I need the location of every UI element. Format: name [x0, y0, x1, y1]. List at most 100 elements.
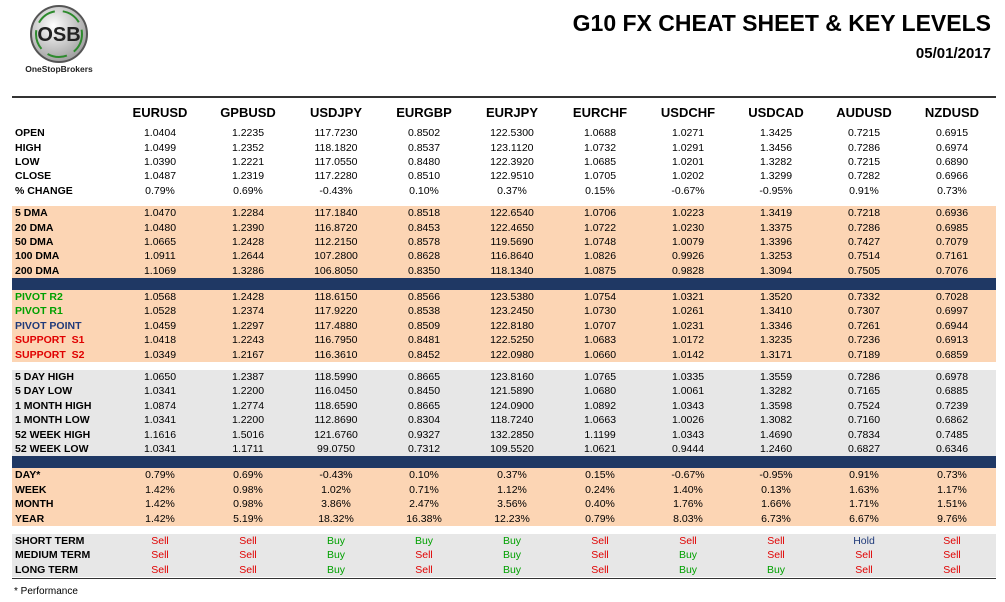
- cell: 112.2150: [314, 235, 358, 248]
- row-label: 52 WEEK LOW: [15, 443, 89, 455]
- cell: 1.1711: [232, 443, 264, 455]
- cell: Sell: [943, 549, 961, 562]
- row-label: % CHANGE: [15, 184, 73, 197]
- cell: 0.98%: [233, 498, 263, 511]
- cell: 124.0900: [490, 399, 534, 412]
- cell: 123.8160: [490, 371, 534, 384]
- cell: 1.3375: [759, 221, 793, 234]
- row-label: HIGH: [15, 141, 42, 154]
- cell: 0.10%: [409, 184, 439, 197]
- cell: Sell: [151, 534, 169, 547]
- row-label: WEEK: [15, 483, 47, 496]
- table-row: MEDIUM TERM Sell Sell Buy Sell Buy Sell Buy Sell…: [12, 548, 996, 563]
- cell: 5.19%: [233, 512, 263, 525]
- cell: 1.0487: [143, 170, 177, 183]
- cell: -0.67%: [671, 469, 705, 482]
- cell: 1.42%: [145, 498, 175, 511]
- cell: 0.8665: [407, 399, 441, 412]
- cell: 0.9327: [407, 428, 441, 441]
- row-label: 52 WEEK HIGH: [15, 428, 91, 441]
- cell: 116.8720: [314, 221, 358, 234]
- cell: 0.10%: [409, 469, 439, 482]
- cell: 0.37%: [497, 184, 527, 197]
- cell: 0.6974: [935, 141, 969, 154]
- cell: 6.67%: [849, 512, 879, 525]
- row-label: SUPPORT S2: [15, 348, 85, 361]
- cell: 0.8578: [407, 235, 441, 248]
- cell: 0.6915: [935, 127, 969, 140]
- cell: 0.6997: [935, 305, 969, 318]
- cell: 1.0341: [143, 443, 177, 455]
- logo: OSB OneStopBrokers: [25, 5, 93, 74]
- cell: 118.5990: [314, 371, 358, 384]
- cell: 1.0079: [671, 235, 705, 248]
- cell: 117.1840: [314, 207, 358, 220]
- cell: 1.0663: [583, 414, 617, 427]
- cell: 1.3286: [231, 264, 265, 277]
- cell: 0.8665: [407, 371, 441, 384]
- cell: 1.2297: [231, 319, 265, 332]
- cell: 1.0680: [583, 385, 617, 398]
- cell: 107.2800: [314, 250, 358, 263]
- cell: 0.7239: [935, 399, 969, 412]
- cell: 1.63%: [849, 483, 879, 496]
- cell: 0.73%: [937, 469, 967, 482]
- cell: 1.0528: [143, 305, 177, 318]
- cell: 1.0026: [671, 414, 705, 427]
- cell: 117.7230: [314, 127, 358, 140]
- cell: 0.37%: [497, 469, 527, 482]
- table-row: PIVOT POINT 1.0459 1.2297 117.4880 0.8509 122…: [12, 318, 996, 334]
- cell: 1.2644: [231, 250, 265, 263]
- cell: 1.0341: [143, 414, 177, 427]
- table-row: CLOSE 1.0487 1.2319 117.2280 0.8510 122.9510 1…: [12, 169, 996, 184]
- cell: 0.6978: [935, 371, 969, 384]
- cell: 1.42%: [145, 512, 175, 525]
- row-label: OPEN: [15, 127, 45, 140]
- date: 05/01/2017: [915, 45, 991, 62]
- table-row: YEAR 1.42% 5.19% 18.32% 16.38% 12.23% 0.79% 8.0…: [12, 511, 996, 526]
- table-row: PIVOT R2 1.0568 1.2428 118.6150 0.8566 123.53…: [12, 289, 996, 305]
- cell: 1.0202: [671, 170, 705, 183]
- cell: 0.7236: [847, 334, 881, 347]
- cell: Buy: [502, 549, 522, 562]
- cell: Sell: [855, 563, 873, 576]
- row-label: MEDIUM TERM: [15, 549, 91, 562]
- cell: 1.0291: [671, 141, 705, 154]
- cell: 118.6590: [314, 399, 358, 412]
- row-label: 1 MONTH HIGH: [15, 399, 92, 412]
- cell: 1.17%: [937, 483, 967, 496]
- cell: 0.8480: [407, 155, 441, 168]
- cell: 1.2460: [759, 443, 793, 455]
- cell: 0.8481: [407, 334, 441, 347]
- cell: 0.7286: [847, 221, 881, 234]
- cell: 0.79%: [145, 184, 175, 197]
- cell: 1.2774: [231, 399, 265, 412]
- cell: 1.1069: [143, 264, 177, 277]
- separator-gap: [12, 361, 996, 370]
- cell: 0.6346: [935, 443, 969, 455]
- cell: 1.12%: [497, 483, 527, 496]
- cell: Buy: [414, 534, 434, 547]
- cell: 1.0172: [671, 334, 705, 347]
- cell: 0.69%: [233, 469, 263, 482]
- cell: 0.6859: [935, 348, 969, 361]
- cell: 1.0911: [144, 250, 176, 263]
- cell: 0.9828: [671, 264, 705, 277]
- cell: 117.4880: [314, 319, 358, 332]
- cell: 1.40%: [673, 483, 703, 496]
- cell: 1.0335: [671, 371, 705, 384]
- cell: Sell: [767, 549, 785, 562]
- cell: 121.5890: [490, 385, 534, 398]
- cell: -0.95%: [759, 469, 793, 482]
- cell: 0.7189: [847, 348, 881, 361]
- cell: 1.0874: [143, 399, 177, 412]
- row-label: 20 DMA: [15, 221, 54, 234]
- cell: 0.24%: [585, 483, 615, 496]
- cell: 1.0660: [583, 348, 617, 361]
- cell: 1.0722: [583, 221, 617, 234]
- cell: 1.2352: [231, 141, 265, 154]
- cell: 0.8537: [407, 141, 441, 154]
- cell: Sell: [591, 563, 609, 576]
- cell: Buy: [502, 534, 522, 547]
- cell: 117.0550: [314, 155, 358, 168]
